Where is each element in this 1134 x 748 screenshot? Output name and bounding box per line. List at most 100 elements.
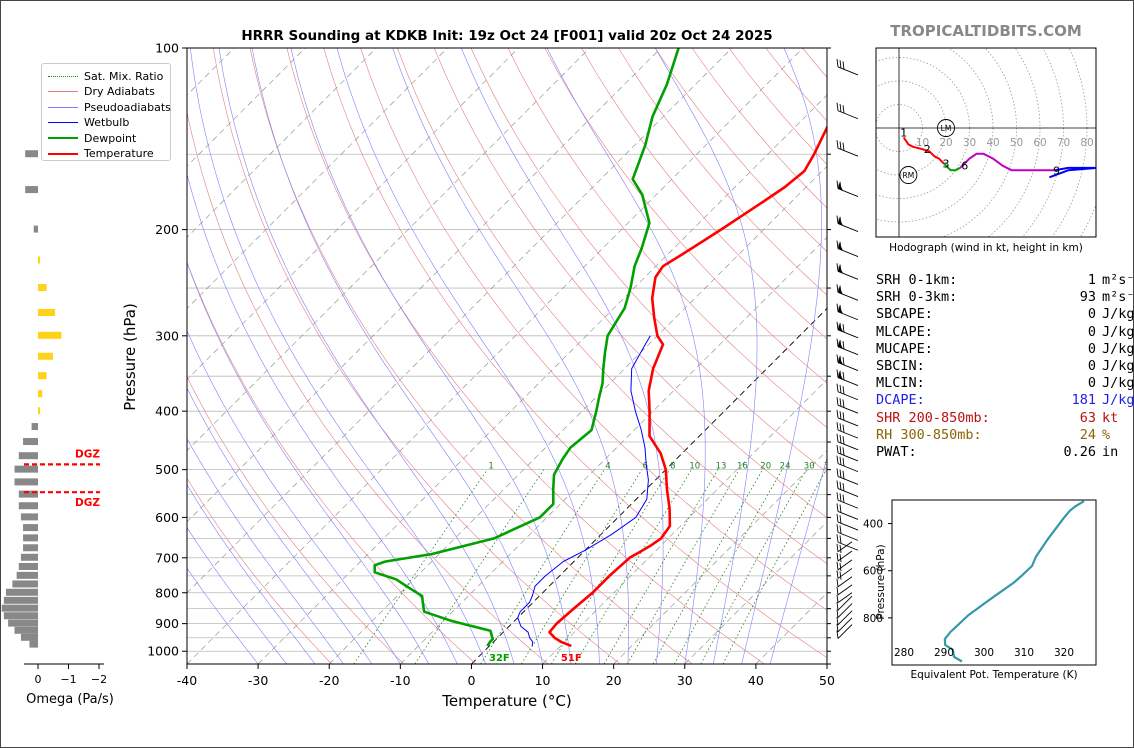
mixing-ratio-line	[551, 469, 670, 664]
dry-adiabat	[212, 48, 621, 664]
skewt-plot-frame	[186, 47, 828, 665]
legend-swatch	[48, 91, 78, 92]
hodograph-segment	[942, 162, 961, 172]
hodograph-ring-label: 20	[939, 137, 952, 149]
wind-barb	[836, 397, 859, 414]
legend-entry: Dewpoint	[48, 131, 136, 145]
dry-adiabat	[470, 48, 827, 473]
y-tick-label: 600	[155, 510, 179, 525]
wetbulb-profile	[517, 335, 651, 646]
dry-adiabat	[249, 48, 693, 664]
wind-barb	[836, 584, 853, 596]
x-tick-label: 0	[467, 673, 475, 688]
stat-value: 1	[1087, 272, 1096, 288]
hodograph-height-label: 9	[1053, 164, 1060, 177]
pseudoadiabat	[461, 48, 664, 664]
dewpoint-profile	[373, 48, 680, 647]
mixing-ratio-label: 4	[605, 461, 610, 471]
hodograph-ring-label: 30	[963, 137, 976, 149]
isotherm	[613, 450, 827, 664]
wind-barb	[836, 180, 859, 198]
x-tick-label: 10	[535, 673, 551, 688]
wind-barb	[836, 559, 853, 572]
stat-row: SBCAPE: 0 J/kg	[876, 306, 1134, 323]
stat-label: RH 300-850mb:	[876, 426, 982, 443]
legend-label: Pseudoadiabats	[84, 100, 171, 114]
omega-bar	[38, 407, 41, 415]
isotherm	[684, 521, 827, 664]
omega-bar	[8, 619, 38, 627]
omega-bar	[1, 604, 38, 612]
hodograph-height-label: 2	[924, 143, 931, 156]
omega-xlabel: Omega (Pa/s)	[26, 692, 114, 707]
x-tick-label: -10	[390, 673, 410, 688]
wind-barb	[836, 568, 853, 580]
omega-bar	[25, 150, 38, 158]
mixing-ratio-label: 16	[737, 461, 748, 471]
stat-row: SBCIN: 0 J/kg	[876, 358, 1134, 375]
pseudoadiabat	[741, 48, 822, 664]
stat-value: 0.26	[1063, 444, 1096, 461]
skewt-ylabel: Pressure (hPa)	[121, 303, 139, 411]
wind-barb	[836, 617, 853, 633]
stat-unit: %	[1102, 426, 1111, 443]
skewt-axes: 32F 51F -40 -30 -20 -10 0 10 20 30 40 50 100 200 300 40…	[147, 41, 835, 689]
dry-adiabat	[187, 477, 333, 664]
omega-bar	[25, 186, 38, 194]
wind-barb	[836, 444, 859, 462]
pseudoadiabat	[218, 48, 515, 664]
stat-value: 93	[1079, 289, 1096, 306]
stat-row: MUCAPE: 0 J/kg	[876, 341, 1134, 358]
x-tick-label: 40	[748, 673, 764, 688]
stat-label: PWAT:	[876, 444, 917, 461]
dgz-label-bottom: DGZ	[75, 497, 100, 509]
omega-bar	[14, 626, 39, 634]
wind-barb	[836, 603, 853, 618]
hodograph-ring-label: 80	[1080, 137, 1093, 149]
hodograph-height-label: 1	[900, 127, 907, 140]
stat-label: SBCAPE:	[876, 306, 933, 323]
hodograph-ring-label: 10	[916, 137, 929, 149]
isotherm	[329, 165, 827, 664]
legend-swatch	[48, 137, 78, 139]
omega-bar	[16, 571, 38, 579]
legend-swatch	[48, 106, 78, 108]
isotherm	[542, 379, 827, 664]
wind-barb	[836, 550, 853, 563]
stat-label: DCAPE:	[876, 392, 925, 409]
omega-bar	[29, 640, 38, 648]
hodograph-segment	[1049, 166, 1096, 179]
isotherm	[187, 48, 661, 523]
skewt-profiles	[373, 48, 827, 648]
stat-row: MLCAPE: 0 J/kg	[876, 324, 1134, 341]
stat-value: 24	[1079, 426, 1096, 443]
chart-title: HRRR Sounding at KDKB Init: 19z Oct 24 […	[241, 28, 772, 44]
omega-bar	[18, 490, 38, 498]
omega-bar	[3, 596, 38, 604]
hodograph-frame	[875, 47, 1097, 238]
isotherm	[187, 48, 590, 452]
stat-label: MLCIN:	[876, 375, 925, 392]
theta-e-x-tick-label: 320	[1054, 647, 1074, 659]
stat-value: 0	[1087, 375, 1096, 392]
omega-tick-label: −2	[91, 673, 107, 686]
stat-value: 0	[1087, 358, 1096, 375]
omega-bar	[33, 225, 38, 233]
mixing-ratio-line	[574, 469, 692, 664]
mixing-ratio-line	[353, 469, 488, 664]
wind-barb	[836, 321, 859, 339]
mixing-ratio-line	[480, 469, 605, 664]
wind-barb	[836, 58, 859, 76]
x-tick-label: 50	[819, 673, 835, 688]
theta-e-x-tick-label: 290	[934, 647, 954, 659]
omega-bar	[38, 331, 62, 339]
theta-e-line-group	[943, 500, 1085, 663]
x-tick-label: 30	[677, 673, 693, 688]
theta-e-y-tick-label: 800	[863, 613, 883, 625]
hodograph-plot: 10 20 30 40 50 60 70 80 1 23 6 9 LM RM	[876, 48, 1096, 237]
stat-label: MLCAPE:	[876, 323, 933, 340]
isotherm	[187, 48, 448, 309]
wind-barb	[836, 263, 859, 280]
